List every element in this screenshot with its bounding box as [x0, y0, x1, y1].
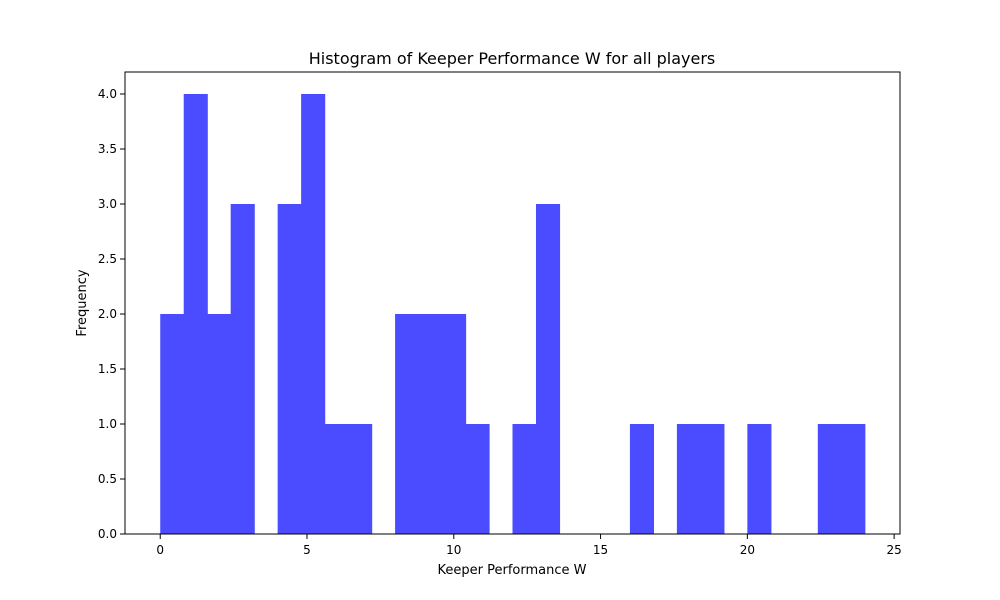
y-tick-label: 1.0 [98, 417, 117, 431]
plot-frame [124, 71, 901, 535]
x-axis-label: Keeper Performance W [438, 563, 587, 578]
histogram-bar [301, 94, 326, 534]
histogram-bar [277, 204, 302, 534]
chart-title: Histogram of Keeper Performance W for al… [309, 49, 716, 68]
x-tick-label: 5 [303, 543, 311, 557]
x-axis: 0 5 10 15 20 25 [156, 534, 902, 557]
histogram-bar [207, 314, 232, 534]
x-tick-label: 10 [446, 543, 461, 557]
histogram-bar [324, 424, 349, 534]
y-axis-label: Frequency [75, 269, 90, 336]
histogram-bar [442, 314, 467, 534]
y-tick-label: 2.5 [98, 252, 117, 266]
histogram-bar [629, 424, 655, 534]
y-tick-label: 4.0 [98, 87, 117, 101]
x-tick-label: 20 [740, 543, 755, 557]
histogram-bar [230, 204, 255, 534]
y-tick-label: 2.0 [98, 307, 117, 321]
histogram-bar [160, 314, 185, 534]
histogram-bar [183, 94, 208, 534]
y-axis: 0.0 0.5 1.0 1.5 2.0 2.5 3.0 3.5 4.0 [98, 87, 125, 541]
histogram-bar [841, 424, 866, 534]
y-tick-label: 3.5 [98, 142, 117, 156]
x-tick-label: 15 [593, 543, 608, 557]
histogram-bar [395, 314, 420, 534]
x-tick-label: 25 [886, 543, 901, 557]
histogram-bar [465, 424, 490, 534]
histogram-bar [512, 424, 537, 534]
histogram-bar [676, 424, 701, 534]
y-tick-label: 1.5 [98, 362, 117, 376]
bars-group [160, 94, 866, 534]
y-tick-label: 0.0 [98, 527, 117, 541]
histogram-bar [348, 424, 373, 534]
histogram-bar [700, 424, 725, 534]
histogram-bar [418, 314, 443, 534]
y-tick-label: 3.0 [98, 197, 117, 211]
histogram-bar [535, 204, 561, 534]
y-tick-label: 0.5 [98, 472, 117, 486]
histogram-bar [817, 424, 842, 534]
x-tick-label: 0 [156, 543, 164, 557]
histogram-bar [747, 424, 772, 534]
